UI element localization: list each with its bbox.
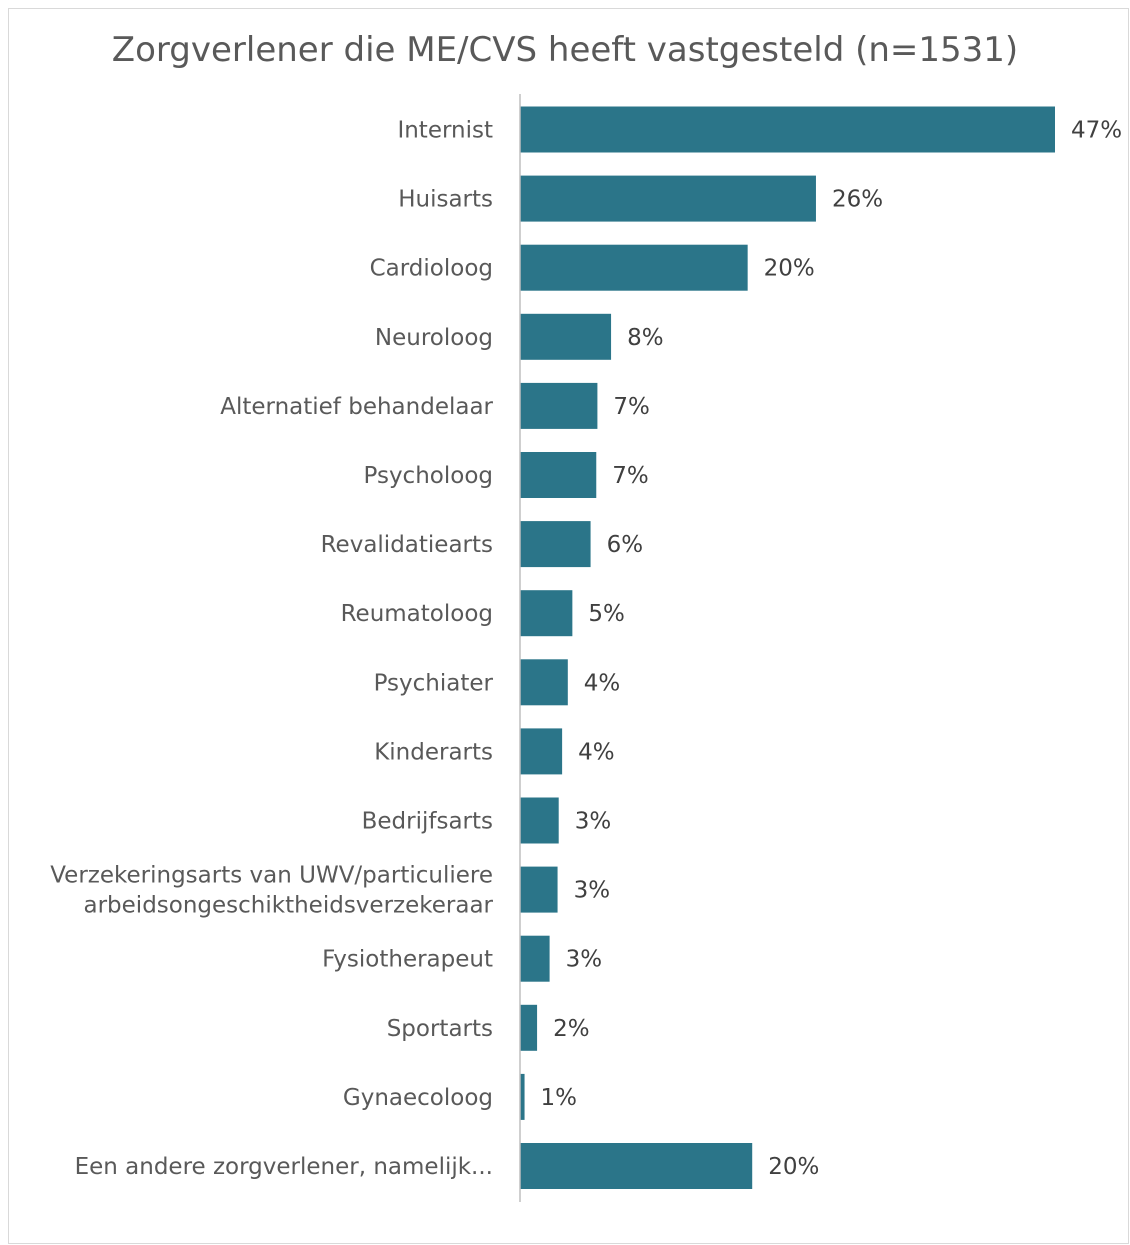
value-label: 7% bbox=[613, 394, 650, 420]
bar bbox=[520, 452, 597, 498]
bar bbox=[520, 659, 568, 706]
category-label: Revalidatiearts bbox=[321, 532, 493, 558]
value-label: 3% bbox=[566, 947, 603, 973]
category-label: Een andere zorgverlener, namelijk... bbox=[75, 1154, 493, 1180]
category-label: Neuroloog bbox=[375, 325, 493, 351]
bar bbox=[520, 382, 598, 429]
bar bbox=[520, 313, 612, 360]
value-label: 7% bbox=[612, 463, 649, 489]
value-label: 1% bbox=[541, 1085, 578, 1111]
category-label: Psycholoog bbox=[364, 463, 494, 489]
value-label: 2% bbox=[553, 1016, 590, 1042]
bar bbox=[520, 1073, 525, 1120]
bar bbox=[520, 106, 1055, 153]
category-label: Cardioloog bbox=[370, 256, 493, 282]
value-label: 20% bbox=[768, 1154, 819, 1180]
value-label: 3% bbox=[575, 809, 612, 835]
value-label: 3% bbox=[574, 878, 611, 904]
bar bbox=[520, 590, 573, 637]
value-label: 47% bbox=[1071, 118, 1122, 144]
category-label: Sportarts bbox=[387, 1016, 493, 1042]
value-label: 26% bbox=[832, 187, 883, 213]
category-label: Reumatoloog bbox=[341, 601, 493, 627]
bar bbox=[520, 728, 563, 775]
bar bbox=[520, 521, 591, 568]
bar bbox=[520, 1004, 538, 1051]
value-label: 6% bbox=[607, 532, 644, 558]
bar bbox=[520, 866, 558, 913]
value-label: 4% bbox=[584, 670, 621, 696]
category-label: Psychiater bbox=[374, 670, 494, 696]
category-label: Huisarts bbox=[398, 187, 493, 213]
bar bbox=[520, 175, 816, 222]
category-label: Bedrijfsarts bbox=[362, 809, 493, 835]
bar bbox=[520, 244, 748, 291]
value-label: 20% bbox=[764, 256, 815, 282]
category-label: Verzekeringsarts van UWV/particuliere arb… bbox=[50, 863, 493, 919]
category-label: Alternatief behandelaar bbox=[220, 394, 493, 420]
bar bbox=[520, 797, 559, 844]
category-label: Internist bbox=[397, 118, 493, 144]
chart-title: Zorgverlener die ME/CVS heeft vastgestel… bbox=[111, 30, 1019, 70]
value-label: 5% bbox=[588, 601, 625, 627]
category-label: Gynaecoloog bbox=[343, 1085, 493, 1111]
category-label: Kinderarts bbox=[374, 739, 493, 765]
category-label: Fysiotherapeut bbox=[322, 947, 493, 973]
bar bbox=[520, 935, 550, 982]
bar bbox=[520, 1143, 753, 1189]
value-label: 4% bbox=[578, 739, 615, 765]
value-label: 8% bbox=[627, 325, 664, 351]
